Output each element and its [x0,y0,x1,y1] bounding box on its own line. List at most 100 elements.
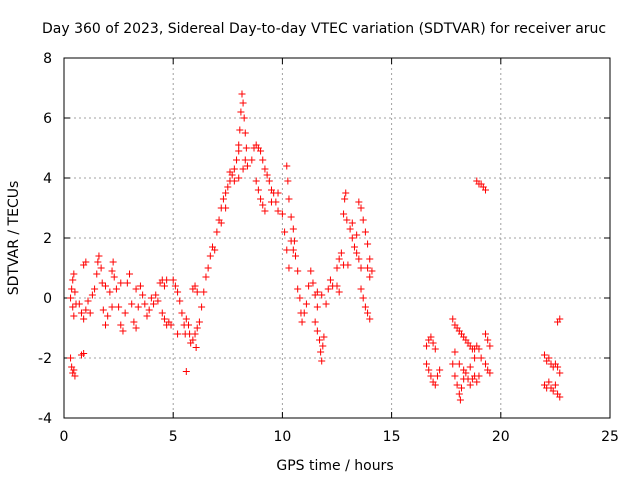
data-point [70,270,78,278]
data-point [486,369,494,377]
data-point [230,177,238,185]
data-point [551,381,559,389]
data-point [274,207,282,215]
data-point [359,216,367,224]
data-point [132,285,140,293]
data-point [94,258,102,266]
data-point [298,318,306,326]
data-point [305,282,313,290]
data-point [235,174,243,182]
data-point [431,345,439,353]
data-point [289,225,297,233]
x-tick-label: 25 [601,429,619,445]
data-point [289,246,297,254]
data-point [192,344,200,351]
data-point [158,309,166,317]
data-point [318,291,326,299]
data-point [309,279,317,287]
x-axis-label: GPS time / hours [276,458,393,474]
x-tick-label: 0 [60,429,69,445]
data-point [86,309,94,317]
data-point [224,183,232,191]
data-point [67,294,75,302]
data-point [193,288,201,296]
data-point [466,381,474,389]
data-point [423,342,431,350]
data-point [475,372,483,380]
data-point [219,195,227,203]
data-point [239,99,247,107]
data-point [350,243,358,251]
data-point [130,318,138,326]
data-point [184,321,192,329]
data-point [147,294,155,302]
data-point [456,396,464,404]
data-point [91,285,99,293]
data-point [433,372,441,380]
data-point [366,315,374,323]
data-point [69,303,77,311]
x-tick-label: 20 [492,429,510,445]
data-point [307,267,315,275]
data-point [364,264,372,272]
data-point [361,228,369,236]
data-point [449,360,457,368]
data-point [191,282,199,290]
data-point [556,315,564,323]
data-point [471,354,479,362]
data-point [143,312,151,320]
y-tick-label: 4 [43,171,52,187]
data-point [108,267,116,275]
data-point [77,309,85,317]
data-point [353,249,361,257]
data-point [343,216,351,224]
data-point [104,312,112,320]
data-point [453,381,461,389]
data-point [200,288,208,296]
data-point [429,339,437,347]
data-point [117,279,125,287]
y-tick-label: 2 [43,231,52,247]
data-point [335,288,343,296]
data-point [320,333,328,341]
data-point [368,267,376,275]
data-point [101,282,109,290]
data-point [482,330,490,338]
data-point [274,189,282,197]
data-point [423,360,431,368]
data-point [198,303,206,311]
data-point [169,276,177,284]
data-point [68,285,76,293]
data-point [460,366,468,374]
data-point [204,264,212,272]
data-point [108,303,116,311]
data-point [284,177,292,185]
data-point [285,264,293,272]
data-point [257,147,265,155]
data-point [340,210,348,218]
data-point [355,255,363,263]
data-point [117,321,125,329]
data-point [348,234,356,242]
data-point [311,318,319,326]
data-point [174,330,182,338]
data-point [361,303,369,311]
data-point [222,204,230,212]
data-point [160,315,168,323]
data-point [213,228,221,236]
data-point [82,306,90,314]
data-point [254,186,262,194]
data-point [449,315,457,323]
data-point [353,231,361,239]
y-tick-label: 0 [43,291,52,307]
data-point [93,270,101,278]
data-point [237,108,245,116]
data-point [80,350,88,357]
data-point [466,363,474,371]
data-point [364,309,372,317]
data-point [263,171,271,179]
data-point [109,258,117,266]
chart-title: Day 360 of 2023, Sidereal Day-to-day VTE… [42,21,606,37]
data-point [281,228,289,236]
